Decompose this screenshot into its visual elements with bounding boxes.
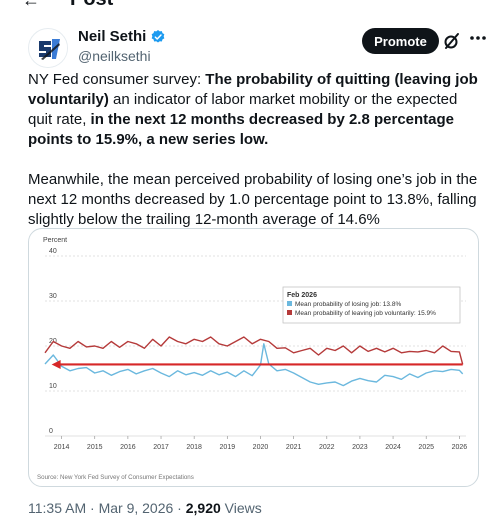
chart-image[interactable]: Percent 0 10 20 30 40 2014 2015 2016 2017 2018 2019… xyxy=(28,228,479,487)
text-segment: NY Fed consumer survey: xyxy=(28,71,206,88)
more-icon[interactable] xyxy=(468,28,488,53)
legend-swatch xyxy=(287,301,292,306)
meta-separator: · xyxy=(86,500,99,516)
x-tick-label: 2020 xyxy=(253,444,269,451)
y-tick-label: 40 xyxy=(49,248,57,255)
legend-box xyxy=(282,286,461,324)
y-tick-label: 10 xyxy=(49,383,57,390)
text-segment: an indicator of labor market mobility or… xyxy=(28,91,458,128)
views-count[interactable]: 2,920 xyxy=(185,500,221,516)
post-paragraph-2: Meanwhile, the mean perceived probabilit… xyxy=(28,171,478,228)
author-handle[interactable]: @neilksethi xyxy=(78,48,151,64)
legend-title: Feb 2026 xyxy=(287,292,317,299)
verified-badge-icon xyxy=(152,29,165,43)
grok-icon[interactable] xyxy=(442,31,462,51)
chart-source: Source: New York Fed Survey of Consumer … xyxy=(37,474,194,481)
x-tick-label: 2026 xyxy=(452,444,468,451)
post-date[interactable]: Mar 9, 2026 xyxy=(98,500,174,516)
promote-button[interactable]: Promote xyxy=(362,28,439,54)
legend-entry: Mean probability of leaving job voluntar… xyxy=(295,310,436,317)
legend-swatch xyxy=(287,310,292,315)
annotation-arrowhead xyxy=(51,359,61,369)
top-bar: ← Post xyxy=(0,0,497,14)
x-tick-label: 2016 xyxy=(120,444,136,451)
views-label: Views xyxy=(220,500,262,516)
x-tick-label: 2018 xyxy=(186,444,202,451)
x-tick-label: 2015 xyxy=(87,444,103,451)
post-time[interactable]: 11:35 AM xyxy=(28,500,87,516)
x-tick-label: 2023 xyxy=(352,444,368,451)
legend-entry: Mean probability of losing job: 13.8% xyxy=(295,301,401,308)
x-tick-label: 2019 xyxy=(220,444,236,451)
meta-separator: · xyxy=(173,500,186,516)
text-segment-bold: The probability of quitting (leaving job… xyxy=(28,71,478,108)
x-tick-label: 2014 xyxy=(54,444,70,451)
x-tick-label: 2017 xyxy=(153,444,169,451)
series-line-leaving-job xyxy=(44,336,464,365)
post-meta: 11:35 AM · Mar 9, 2026 · 2,920 Views xyxy=(28,500,262,516)
page-title: Post xyxy=(70,0,113,11)
x-tick-label: 2024 xyxy=(385,444,401,451)
logo-avatar-icon[interactable] xyxy=(28,28,68,68)
y-tick-label: 30 xyxy=(49,293,57,300)
text-segment-bold: in the next 12 months decreased by 2.8 p… xyxy=(28,111,455,148)
y-tick-label: 0 xyxy=(49,428,53,435)
x-tick-label: 2022 xyxy=(319,444,335,451)
y-axis-label: Percent xyxy=(43,237,67,244)
post-header: Neil Sethi @neilksethi Promote xyxy=(28,28,490,70)
x-tick-label: 2021 xyxy=(286,444,302,451)
author-name[interactable]: Neil Sethi xyxy=(78,28,147,45)
x-tick-label: 2025 xyxy=(418,444,434,451)
author-name-row: Neil Sethi xyxy=(78,28,166,45)
post-text: NY Fed consumer survey: The probability … xyxy=(28,70,478,250)
post-paragraph-1: NY Fed consumer survey: The probability … xyxy=(28,70,478,150)
back-arrow-icon[interactable]: ← xyxy=(22,0,40,10)
